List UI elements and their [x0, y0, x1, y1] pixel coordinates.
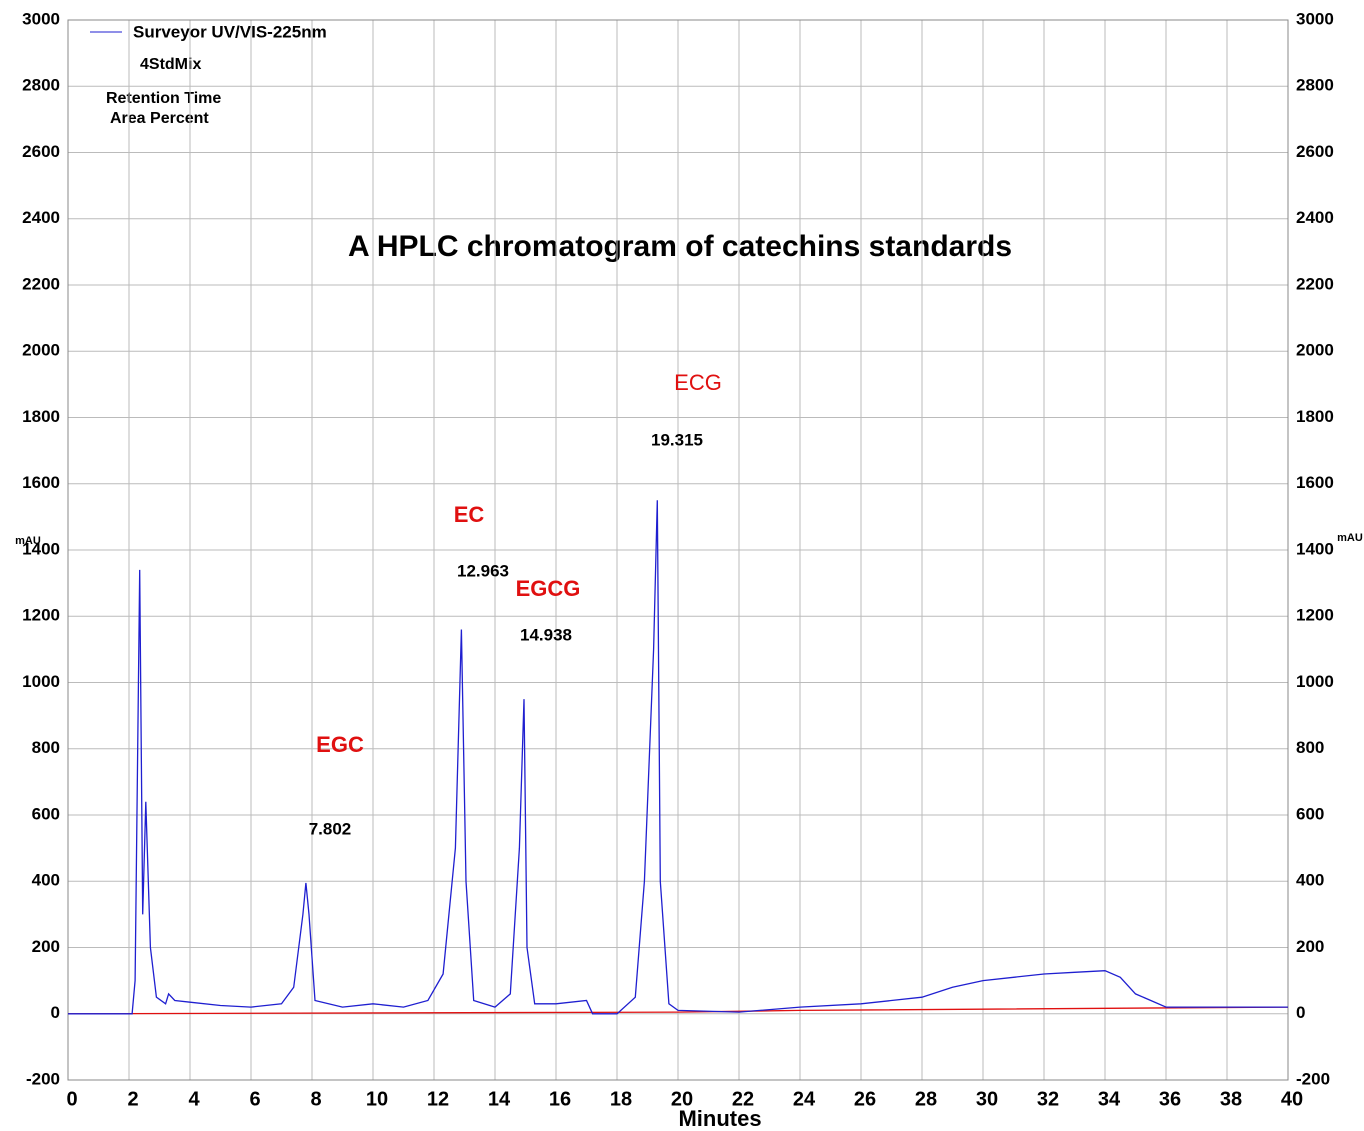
y-tick-label: 1200: [22, 606, 60, 625]
y-tick-label: 800: [32, 738, 60, 757]
x-tick-label: 10: [366, 1088, 388, 1110]
x-tick-label: 4: [188, 1088, 200, 1110]
y-tick-label: 2400: [22, 208, 60, 227]
y2-tick-label: 1600: [1296, 473, 1334, 492]
y2-tick-label: 3000: [1296, 9, 1334, 28]
y2-tick-label: 2000: [1296, 341, 1334, 360]
y-tick-label: 2200: [22, 274, 60, 293]
y-tick-label: 600: [32, 804, 60, 823]
y2-tick-label: 600: [1296, 804, 1324, 823]
y-tick-label: 400: [32, 871, 60, 890]
series-line: [68, 500, 1288, 1015]
y2-tick-label: -200: [1296, 1069, 1330, 1088]
x-tick-label: 8: [310, 1088, 321, 1110]
legend-note: Area Percent: [110, 110, 209, 127]
legend-note: Retention Time: [106, 90, 221, 107]
x-tick-label: 38: [1220, 1088, 1242, 1110]
peak-name: EGCG: [516, 576, 581, 601]
x-tick-label: 22: [732, 1088, 754, 1110]
x-axis-label: Minutes: [678, 1106, 761, 1131]
x-tick-label: 6: [249, 1088, 260, 1110]
y-tick-label: 1600: [22, 473, 60, 492]
y-axis-label: mAU: [15, 535, 41, 547]
x-tick-label: 30: [976, 1088, 998, 1110]
x-tick-label: 32: [1037, 1088, 1059, 1110]
x-tick-label: 12: [427, 1088, 449, 1110]
x-tick-label: 40: [1281, 1088, 1303, 1110]
y-tick-label: 200: [32, 937, 60, 956]
y2-tick-label: 200: [1296, 937, 1324, 956]
y2-tick-label: 1200: [1296, 606, 1334, 625]
y2-tick-label: 400: [1296, 871, 1324, 890]
series-line: [67, 1006, 1289, 1015]
y-tick-label: -200: [26, 1069, 60, 1088]
chart-title: A HPLC chromatogram of catechins standar…: [348, 230, 1012, 263]
x-tick-label: 28: [915, 1088, 937, 1110]
x-tick-label: 24: [793, 1088, 816, 1110]
peak-name: ECG: [674, 370, 722, 395]
peak-retention-time: 14.938: [520, 625, 572, 644]
y-tick-label: 2000: [22, 341, 60, 360]
x-tick-label: 18: [610, 1088, 632, 1110]
x-tick-label: 34: [1098, 1088, 1121, 1110]
y-tick-label: 1800: [22, 407, 60, 426]
peak-name: EC: [454, 502, 485, 527]
y2-tick-label: 800: [1296, 738, 1324, 757]
y-tick-label: 0: [51, 1003, 60, 1022]
x-tick-label: 20: [671, 1088, 693, 1110]
x-tick-label: 16: [549, 1088, 571, 1110]
y-tick-label: 3000: [22, 9, 60, 28]
plot-frame: [67, 19, 1289, 1081]
peak-name: EGC: [316, 732, 364, 757]
y2-tick-label: 2800: [1296, 76, 1334, 95]
y-tick-label: 1400: [22, 539, 60, 558]
x-tick-label: 14: [488, 1088, 511, 1110]
y2-tick-label: 2600: [1296, 142, 1334, 161]
y-tick-label: 2600: [22, 142, 60, 161]
legend-note: 4StdMix: [140, 56, 201, 73]
y2-tick-label: 2200: [1296, 274, 1334, 293]
y2-tick-label: 2400: [1296, 208, 1334, 227]
x-tick-label: 0: [66, 1088, 77, 1110]
y2-tick-label: 1800: [1296, 407, 1334, 426]
x-tick-label: 26: [854, 1088, 876, 1110]
y2-tick-label: 1000: [1296, 672, 1334, 691]
x-tick-label: 36: [1159, 1088, 1181, 1110]
x-tick-label: 2: [127, 1088, 138, 1110]
y-tick-label: 1000: [22, 672, 60, 691]
legend-label: Surveyor UV/VIS-225nm: [133, 22, 327, 41]
peak-retention-time: 12.963: [457, 561, 509, 580]
y2-tick-label: 1400: [1296, 539, 1334, 558]
peak-retention-time: 19.315: [651, 430, 703, 449]
y2-tick-label: 0: [1296, 1003, 1305, 1022]
peak-retention-time: 7.802: [309, 819, 352, 838]
y2-axis-label: mAU: [1337, 532, 1363, 544]
y-tick-label: 2800: [22, 76, 60, 95]
